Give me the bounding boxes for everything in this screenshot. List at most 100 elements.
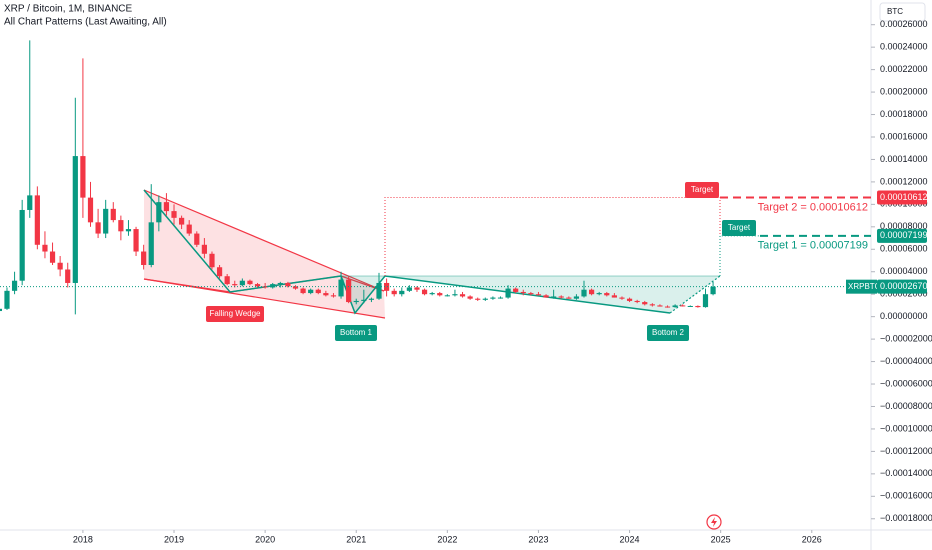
candle-body	[300, 288, 306, 294]
bottom1-box	[335, 325, 377, 341]
candle-body	[171, 211, 177, 218]
candle-body	[338, 279, 344, 297]
x-tick-label: 2026	[802, 534, 822, 544]
candle-body	[497, 297, 504, 299]
candle-body	[201, 244, 207, 254]
target1-dotted	[719, 235, 760, 276]
candle-body	[95, 222, 101, 234]
candle-body	[323, 293, 329, 296]
wedge-label: Falling Wedge	[210, 309, 262, 318]
candle-body	[224, 276, 230, 285]
candle-body	[118, 220, 124, 232]
candle-body	[209, 253, 215, 268]
candle-body	[270, 284, 276, 288]
candle-body	[566, 297, 572, 299]
candle-body	[27, 195, 33, 210]
wedge-upper	[143, 189, 385, 292]
candle-body	[4, 290, 10, 309]
candle-body	[34, 195, 40, 245]
candle-body	[384, 282, 390, 291]
candle-body	[156, 202, 162, 223]
candle-body	[459, 294, 466, 297]
logo-bolt	[711, 517, 717, 527]
candle-body	[444, 295, 450, 297]
candle-body	[695, 305, 701, 308]
candle-body	[406, 287, 412, 291]
currency-label[interactable]: BTC	[887, 7, 903, 16]
y-tick-label: 0.00020000	[880, 86, 928, 96]
x-tick-label: 2024	[620, 534, 640, 544]
candle-body	[308, 289, 314, 294]
candle-body	[467, 296, 473, 299]
target-red-label: Target	[691, 185, 714, 194]
candle-body	[626, 298, 633, 301]
candle-body	[11, 280, 18, 291]
candle-body	[346, 279, 352, 303]
chart-subtitle: All Chart Patterns (Last Awaiting, All)	[4, 17, 167, 28]
candle-body	[414, 287, 420, 290]
candle-body	[573, 296, 580, 299]
y-tick-label: 0.00012000	[880, 176, 928, 186]
candle-body	[490, 297, 496, 299]
candle-body	[368, 298, 375, 300]
wedge-label-box	[206, 306, 264, 322]
candle-body	[262, 286, 268, 288]
wedge-fill	[144, 190, 385, 318]
candle-body	[702, 294, 709, 308]
candle-body	[163, 202, 170, 212]
target1-tag-label: 0.00007199	[880, 230, 928, 240]
candle-body	[315, 289, 321, 294]
candle-body	[513, 288, 519, 292]
target-green-label: Target	[728, 223, 751, 232]
y-tick-label: −0.00002000	[880, 333, 932, 343]
candle-body	[421, 289, 428, 295]
candle-body	[649, 304, 655, 306]
candle-body	[292, 286, 299, 289]
x-tick-label: 2018	[73, 534, 93, 544]
candle-body	[399, 290, 405, 295]
candle-body	[330, 295, 337, 297]
currency-button[interactable]	[879, 2, 926, 22]
y-tick-label: 0.00018000	[880, 109, 928, 119]
y-tick-label: 0.00014000	[880, 154, 928, 164]
y-tick-label: −0.00014000	[880, 468, 932, 478]
y-tick-label: 0.00016000	[880, 131, 928, 141]
y-tick-label: 0.00022000	[880, 64, 928, 74]
candle-body	[361, 299, 367, 301]
y-tick-label: −0.00006000	[880, 378, 932, 388]
candle-body	[437, 293, 443, 296]
y-tick-label: −0.00010000	[880, 423, 932, 433]
target1-text: Target 1 = 0.00007199	[758, 240, 868, 252]
candle-body	[194, 233, 200, 245]
target-green-box	[722, 220, 756, 236]
candle-body	[376, 282, 382, 299]
candle-body	[657, 305, 663, 307]
y-tick-label: −0.00004000	[880, 356, 932, 366]
candle-body	[148, 222, 154, 265]
candle-body	[687, 305, 693, 307]
y-tick-label: 0.00006000	[880, 244, 928, 254]
candle-body	[0, 308, 2, 312]
candle-body	[216, 267, 223, 277]
y-tick-label: −0.00018000	[880, 513, 932, 523]
candle-body	[664, 306, 671, 308]
candle-body	[535, 294, 542, 296]
candle-body	[232, 284, 238, 286]
candle-body	[391, 290, 397, 295]
candle-body	[285, 282, 291, 287]
plot	[0, 40, 716, 315]
symbol-label: XRPBTC	[848, 282, 881, 291]
candle-body	[642, 302, 648, 305]
symbol-tag	[846, 279, 877, 294]
candle-body	[353, 300, 359, 303]
y-tick-label: 0.00008000	[880, 221, 928, 231]
y-tick-label: −0.00008000	[880, 401, 932, 411]
candle-body	[49, 251, 56, 263]
candle-body	[247, 280, 253, 285]
candle-body	[452, 294, 458, 296]
y-tick-label: 0.00026000	[880, 19, 928, 29]
candle-body	[179, 217, 185, 225]
candle-body	[186, 224, 192, 234]
candle-body	[680, 305, 686, 307]
